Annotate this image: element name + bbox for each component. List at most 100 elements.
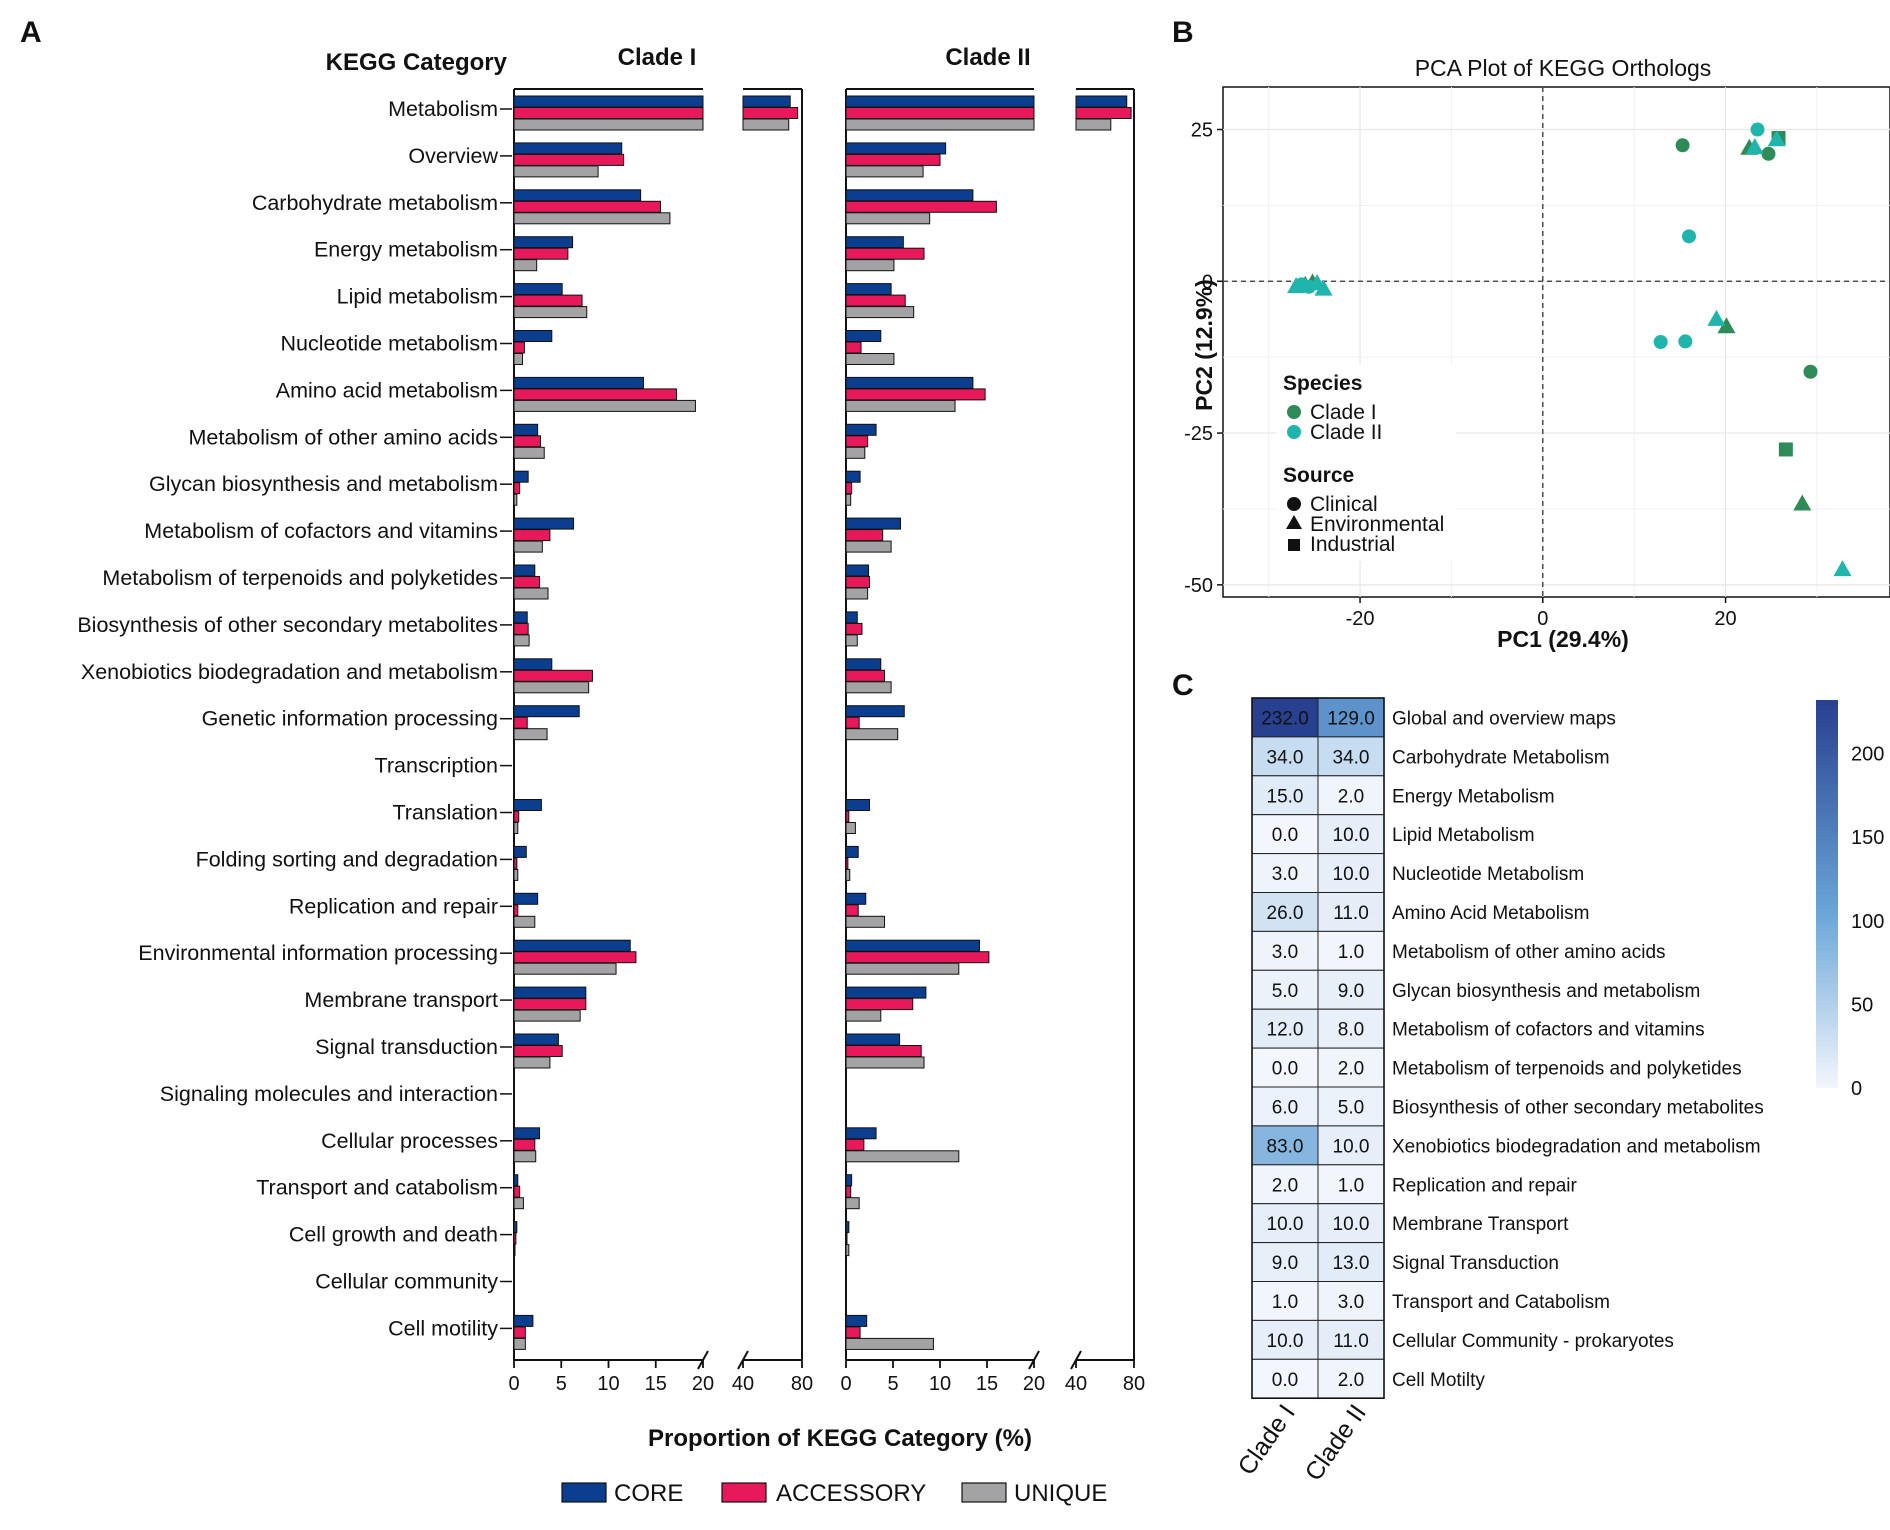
clade1-bar-unique-xenobiotics-biodegradation-and-metabolism [513, 681, 590, 694]
pca-title: PCA Plot of KEGG Orthologs [1415, 55, 1712, 81]
heatmap-row-label-biosynthesis-of-other-secondary-metabolites: Biosynthesis of other secondary metaboli… [1392, 1097, 1764, 1118]
heatmap-row-label-cellular-community-prokaryotes: Cellular Community - prokaryotes [1392, 1331, 1674, 1352]
clade2-bar-unique-folding-sorting-and-degradation [845, 868, 851, 881]
pca-point-clade-ii-environmental [1745, 138, 1764, 155]
clade2-bar-accessory-biosynthesis-of-other-secondary-metabolites [845, 622, 863, 635]
pca-point-clade-ii-environmental [1833, 560, 1852, 577]
heatmap-value-clade-ii-xenobiotics-biodegradation-and-metabolism: 10.0 [1333, 1136, 1370, 1157]
clade1-bar-unique-metabolism-of-cofactors-and-vitamins [513, 540, 543, 553]
heatmap-border [1251, 697, 1385, 1400]
heatmap-row-label-metabolism-of-cofactors-and-vitamins: Metabolism of cofactors and vitamins [1392, 1020, 1705, 1041]
legend-environmental-marker [1286, 515, 1302, 529]
clade2-bar-core-nucleotide-metabolism [845, 330, 882, 342]
clade2-x-tick-label-40: 40 [1065, 1373, 1087, 1395]
clade1-bar-accessory-carbohydrate-metabolism [513, 200, 661, 213]
heatmap-cell-clade-ii-transport-and-catabolism [1317, 1281, 1385, 1321]
clade2-bar-core-genetic-information-processing [845, 705, 905, 718]
clade2-bar-core-xenobiotics-biodegradation-and-metabolism [845, 658, 882, 671]
heatmap-cell-clade-i-xenobiotics-biodegradation-and-metabolism [1251, 1125, 1319, 1166]
clade1-bar-unique-translation [513, 822, 519, 834]
clade1-bar-core-overview [513, 142, 623, 155]
clade2-x-tick-label-80: 80 [1123, 1373, 1145, 1395]
pca-legend: Species Clade I Clade II Source Clinical… [1283, 372, 1444, 556]
pca-y-tick-label: -50 [1184, 575, 1213, 597]
category-label-metabolism-of-other-amino-acids: Metabolism of other amino acids [188, 425, 498, 449]
clade2-bar-accessory-cell-growth-and-death [845, 1232, 848, 1245]
clade1-x-tick-label-5: 5 [556, 1373, 567, 1395]
clade2-bar-core-lipid-metabolism [845, 283, 892, 296]
clade2-bar-core-amino-acid-metabolism [845, 376, 974, 389]
heatmap-value-clade-ii-nucleotide-metabolism: 10.0 [1333, 864, 1370, 885]
heatmap-value-clade-i-metabolism-of-terpenoids-and-polyketides: 0.0 [1272, 1059, 1298, 1080]
clade1-bar-unique-membrane-transport [513, 1009, 581, 1022]
pca-point-clade-i-environmental [1793, 494, 1812, 511]
heatmap-value-clade-i-global-and-overview-maps: 232.0 [1261, 708, 1309, 729]
category-label-energy-metabolism: Energy metabolism [314, 238, 498, 262]
clade2-bar-unique-metabolism-segment-1 [845, 118, 1035, 131]
legend-industrial-marker [1288, 539, 1300, 551]
pca-point-clade-i-environmental [1717, 317, 1736, 334]
heatmap-row-label-amino-acid-metabolism: Amino Acid Metabolism [1392, 903, 1589, 924]
legend-label-core: CORE [614, 1480, 683, 1507]
heatmap-value-clade-ii-global-and-overview-maps: 129.0 [1327, 708, 1375, 729]
panel-letter-c: C [1172, 669, 1194, 702]
clade1-bar-core-energy-metabolism [513, 236, 574, 249]
clade2-bar-unique-signal-transduction [845, 1056, 925, 1069]
category-label-overview: Overview [408, 144, 498, 168]
clade1-bar-unique-metabolism-of-terpenoids-and-polyketides [513, 587, 549, 600]
heatmap-row-label-signal-transduction: Signal Transduction [1392, 1253, 1559, 1274]
clade1-bar-accessory-replication-and-repair [513, 904, 519, 917]
heatmap-cell-clade-ii-amino-acid-metabolism [1317, 892, 1385, 932]
clade2-bar-accessory-replication-and-repair [845, 904, 859, 917]
clade1-bar-unique-signal-transduction [513, 1056, 551, 1069]
clade1-bar-accessory-transport-and-catabolism [513, 1185, 521, 1198]
clade2-bar-unique-cell-motility [845, 1337, 934, 1350]
clade1-bar-core-membrane-transport [513, 986, 587, 999]
colorbar-tick-label-100: 100 [1851, 911, 1884, 933]
clade2-bar-core-overview [845, 142, 947, 155]
pca-plot-area [1222, 86, 1890, 598]
clade1-bar-accessory-overview [513, 153, 625, 166]
heatmap-value-clade-ii-biosynthesis-of-other-secondary-metabolites: 5.0 [1338, 1097, 1364, 1118]
clade1-bar-accessory-metabolism-of-cofactors-and-vitamins [513, 529, 551, 542]
legend-industrial-label: Industrial [1310, 533, 1395, 556]
category-label-folding-sorting-and-degradation: Folding sorting and degradation [196, 847, 498, 871]
heatmap-cell-clade-ii-carbohydrate-metabolism [1317, 736, 1385, 777]
clade2-bar-accessory-membrane-transport [845, 998, 914, 1011]
pca-point-clade-ii-environmental [1314, 279, 1333, 296]
pca-point-clade-i-clinical [1675, 138, 1690, 153]
clade1-bar-unique-folding-sorting-and-degradation [513, 868, 519, 881]
clade1-bar-unique-energy-metabolism [513, 259, 538, 272]
heatmap-row-label-replication-and-repair: Replication and repair [1392, 1175, 1578, 1196]
clade2-bar-unique-metabolism-of-other-amino-acids [845, 446, 866, 459]
clade2-bar-unique-amino-acid-metabolism [845, 399, 956, 412]
heatmap-cell-clade-i-replication-and-repair [1251, 1164, 1319, 1205]
clade1-bar-core-cellular-processes [513, 1127, 541, 1140]
pca-point-clade-ii-clinical [1750, 122, 1765, 137]
clade2-bar-core-glycan-biosynthesis-and-metabolism [845, 470, 861, 483]
heatmap-value-clade-i-carbohydrate-metabolism: 34.0 [1267, 747, 1304, 768]
pca-point-clade-ii-clinical [1678, 334, 1693, 349]
clade2-bar-accessory-genetic-information-processing [845, 716, 860, 729]
clade2-x-tick-label-0: 0 [840, 1373, 851, 1395]
panel-a-x-axis-label: Proportion of KEGG Category (%) [648, 1425, 1032, 1452]
pca-x-tick-label: 0 [1537, 608, 1548, 630]
clade1-bar-accessory-environmental-information-processing [513, 951, 637, 964]
heatmap-cell-clade-ii-nucleotide-metabolism [1317, 853, 1385, 893]
category-label-environmental-information-processing: Environmental information processing [138, 941, 498, 965]
heatmap-row-label-transport-and-catabolism: Transport and Catabolism [1392, 1292, 1610, 1313]
clade1-bar-unique-metabolism-segment-2 [742, 118, 790, 131]
clade2-bar-unique-replication-and-repair [845, 915, 886, 928]
heatmap-row-label-metabolism-of-other-amino-acids: Metabolism of other amino acids [1392, 942, 1666, 963]
clade2-bar-accessory-cellular-processes [845, 1138, 865, 1151]
heatmap-cell-clade-ii-membrane-transport [1317, 1203, 1385, 1244]
heatmap-row-label-membrane-transport: Membrane Transport [1392, 1214, 1569, 1235]
heatmap-value-clade-i-xenobiotics-biodegradation-and-metabolism: 83.0 [1267, 1136, 1304, 1157]
legend-clinical-label: Clinical [1310, 493, 1378, 516]
clade2-bar-accessory-folding-sorting-and-degradation [845, 857, 849, 870]
clade1-bar-core-signal-transduction [513, 1033, 559, 1046]
heatmap-value-clade-i-cellular-community-prokaryotes: 10.0 [1267, 1331, 1304, 1352]
category-label-cell-growth-and-death: Cell growth and death [289, 1223, 498, 1247]
clade2-bar-unique-cellular-processes [845, 1150, 960, 1163]
clade2-x-tick-label-20: 20 [1023, 1373, 1045, 1395]
